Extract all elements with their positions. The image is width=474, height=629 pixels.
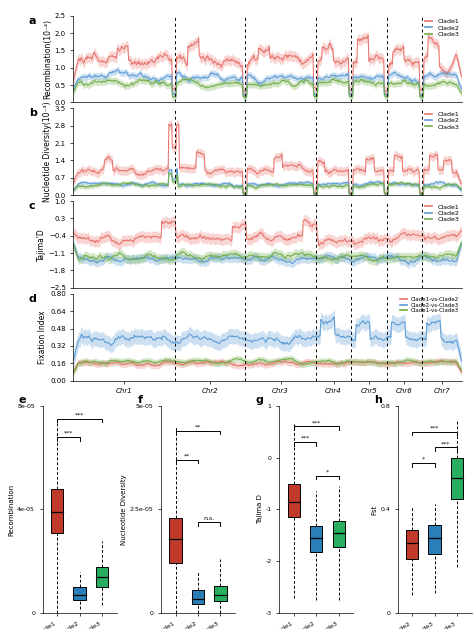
Text: **: **: [183, 454, 190, 459]
Text: ***: ***: [430, 426, 439, 430]
Text: ***: ***: [441, 441, 451, 446]
FancyBboxPatch shape: [96, 567, 108, 587]
Text: ***: ***: [64, 431, 73, 436]
FancyBboxPatch shape: [73, 587, 86, 600]
Legend: Clade1-vs-Clade2, Clade2-vs-Clade3, Clade1-vs-Clade3: Clade1-vs-Clade2, Clade2-vs-Clade3, Clad…: [400, 297, 459, 313]
FancyBboxPatch shape: [406, 530, 419, 559]
FancyBboxPatch shape: [192, 591, 204, 604]
Text: a: a: [29, 16, 36, 26]
FancyBboxPatch shape: [51, 489, 64, 533]
Y-axis label: Tajima D: Tajima D: [256, 494, 263, 525]
Text: f: f: [137, 396, 142, 405]
FancyBboxPatch shape: [310, 526, 322, 552]
FancyBboxPatch shape: [451, 458, 463, 499]
Y-axis label: Recombination(10⁻⁴): Recombination(10⁻⁴): [43, 19, 52, 99]
FancyBboxPatch shape: [214, 586, 227, 601]
Text: b: b: [29, 108, 36, 118]
Text: d: d: [29, 294, 36, 304]
Y-axis label: Nucleotide Diversity(10⁻³): Nucleotide Diversity(10⁻³): [43, 101, 52, 202]
Text: e: e: [19, 396, 27, 405]
FancyBboxPatch shape: [333, 521, 345, 547]
Text: ***: ***: [311, 420, 321, 425]
FancyBboxPatch shape: [428, 525, 441, 554]
Y-axis label: Fst: Fst: [371, 504, 377, 515]
Y-axis label: Recombination: Recombination: [9, 484, 14, 535]
Text: *: *: [326, 470, 329, 475]
Y-axis label: Tajima'D: Tajima'D: [37, 228, 46, 261]
FancyBboxPatch shape: [288, 484, 300, 517]
Text: h: h: [374, 396, 382, 405]
Text: ***: ***: [301, 436, 310, 441]
Legend: Clade1, Clade2, Clade3: Clade1, Clade2, Clade3: [425, 111, 459, 130]
Text: *: *: [422, 457, 425, 462]
Text: g: g: [255, 396, 264, 405]
Legend: Clade1, Clade2, Clade3: Clade1, Clade2, Clade3: [425, 204, 459, 222]
Y-axis label: Nucleotide Diversity: Nucleotide Diversity: [121, 474, 127, 545]
Text: **: **: [195, 425, 201, 430]
Text: n.s.: n.s.: [203, 516, 215, 521]
Y-axis label: Fixation Index: Fixation Index: [38, 310, 47, 364]
Text: c: c: [29, 201, 36, 211]
Text: ***: ***: [75, 413, 84, 418]
FancyBboxPatch shape: [169, 518, 182, 564]
Legend: Clade1, Clade2, Clade3: Clade1, Clade2, Clade3: [425, 19, 459, 37]
